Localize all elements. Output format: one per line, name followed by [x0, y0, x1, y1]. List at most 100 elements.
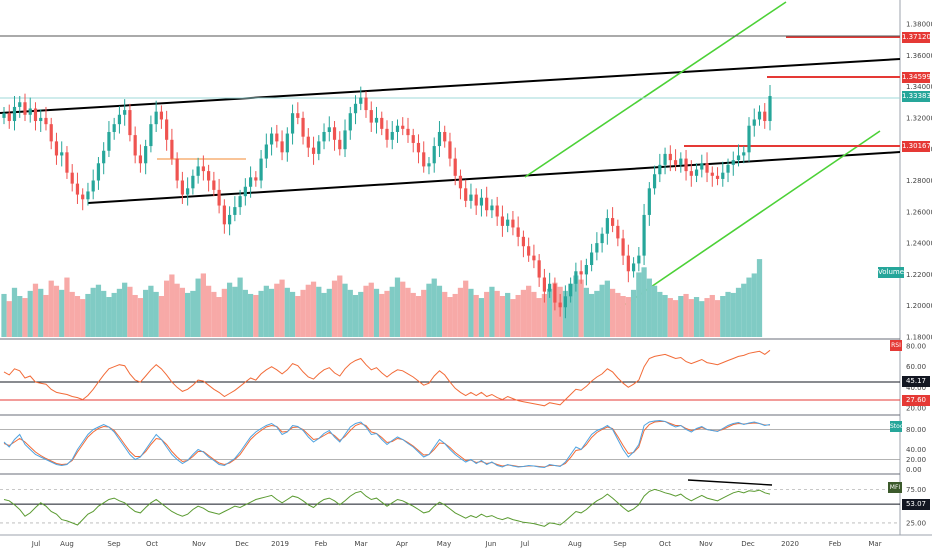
candle-body [652, 174, 657, 189]
candle-body [548, 283, 552, 292]
volume-bar [657, 291, 663, 337]
candle-body [332, 127, 337, 140]
candle-body [107, 131, 111, 151]
candle-body [453, 158, 457, 176]
mfi-pane[interactable] [0, 488, 900, 527]
volume-bar [373, 288, 380, 337]
candle-body [191, 175, 195, 189]
candle-body [590, 252, 594, 266]
candle-body [222, 205, 226, 225]
candle-body [207, 171, 211, 181]
rsi-pane[interactable] [0, 349, 900, 407]
candle-body [710, 172, 714, 176]
y-tick-label: 40.00 [906, 384, 926, 392]
x-tick-label: Sep [107, 540, 121, 548]
y-tick-label: 1.24000 [906, 240, 932, 248]
candle-body [700, 163, 704, 170]
volume-bar [337, 275, 343, 337]
volume-bar [289, 291, 296, 337]
candle-body [474, 194, 478, 206]
volume-bar [709, 294, 715, 337]
candle-body [757, 111, 762, 120]
candle-body [527, 246, 531, 256]
candle-body [49, 124, 53, 142]
volume-bar [101, 290, 107, 337]
x-axis-ticks: Jul Aug Sep Oct Nov Dec 2019 Feb Mar Apr May Jun Jul… [31, 540, 882, 548]
volume-bar [143, 289, 149, 337]
volume-bar [221, 288, 227, 337]
y-tick-label: 0.00 [906, 466, 922, 474]
mfi-line [3, 488, 771, 527]
volume-bar [179, 287, 186, 337]
candle-body [416, 142, 421, 153]
candle-body [180, 180, 184, 195]
volume-bar [237, 277, 243, 337]
volume-bar [305, 284, 311, 337]
volume-bar [436, 285, 443, 337]
volume-bars [1, 259, 763, 337]
candle-body [427, 163, 431, 167]
volume-bar [90, 287, 96, 337]
candle-body [285, 133, 289, 153]
candle-body [81, 194, 85, 200]
candle-body [322, 131, 326, 142]
candle-body [275, 133, 279, 142]
volume-bar [505, 292, 511, 337]
candle-body [464, 188, 468, 201]
candle-body [60, 152, 64, 156]
volume-bar [410, 292, 416, 337]
volume-bar [704, 298, 710, 337]
volume-bar [588, 293, 595, 337]
volume-bar [457, 287, 464, 337]
candle-body [380, 117, 384, 129]
volume-bar [714, 300, 721, 337]
volume-bar [494, 290, 500, 337]
candle-body [689, 171, 693, 176]
volume-bar [284, 287, 290, 337]
volume-bar [321, 292, 327, 337]
candles[interactable] [2, 85, 772, 319]
volume-bar [520, 289, 527, 337]
volume-bar [132, 294, 138, 337]
volume-bar [127, 286, 133, 337]
upper-channel-line[interactable] [524, 1, 787, 178]
volume-bar [358, 291, 364, 337]
lower-trendline[interactable] [87, 151, 901, 204]
volume-bar [426, 283, 432, 337]
mfi-badge: MFI [888, 482, 902, 493]
candle-body [511, 219, 515, 228]
stoch-pane[interactable] [0, 419, 900, 469]
y-tick-label: 20.00 [906, 404, 926, 412]
volume-bar [326, 288, 332, 337]
price-tag: 27.60 [902, 394, 930, 406]
volume-bar [43, 294, 49, 337]
volume-bar [164, 280, 170, 337]
candle-body [448, 141, 452, 159]
y-tick-label: 75.00 [906, 486, 926, 494]
volume-bar [431, 278, 437, 337]
stoch-badge: Stoch [890, 421, 907, 432]
lower-channel-line[interactable] [619, 130, 881, 309]
volume-bar [630, 289, 637, 337]
volume-bar [316, 286, 322, 337]
candle-body [752, 119, 756, 126]
volume-bar [331, 280, 338, 337]
x-tick-label: Aug [60, 540, 74, 548]
x-tick-label: Nov [699, 540, 713, 548]
candle-body [684, 158, 688, 172]
upper-trendline[interactable] [0, 58, 901, 114]
candle-body [317, 141, 321, 154]
candle-body [186, 188, 190, 195]
candle-body [516, 227, 520, 237]
candle-body [616, 225, 620, 239]
volume-bar [394, 277, 401, 337]
candle-body [112, 124, 116, 132]
mfi-divergence-line[interactable] [687, 479, 773, 486]
candle-body [117, 114, 122, 125]
volume-bar [122, 282, 128, 337]
volume-bar [169, 274, 175, 337]
candle-body [736, 155, 741, 161]
candle-body [542, 277, 546, 292]
